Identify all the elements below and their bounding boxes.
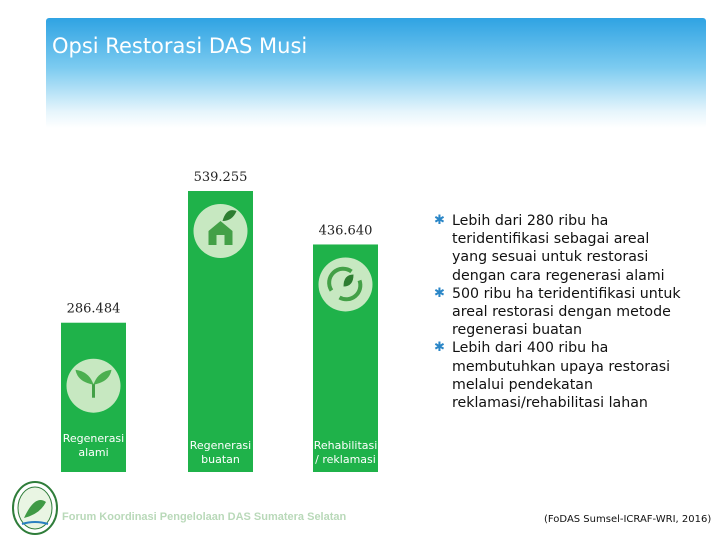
slide-title: Opsi Restorasi DAS Musi [52, 34, 308, 58]
fodas-logo [12, 481, 58, 535]
footer-organization: Forum Koordinasi Pengelolaan DAS Sumater… [62, 511, 347, 523]
category-label: buatan [201, 453, 240, 466]
value-label: 286.484 [67, 302, 121, 317]
bullet-star-icon: ✱ [434, 213, 445, 228]
bullet-text: Lebih dari 280 ribu ha teridentifikasi s… [452, 213, 665, 284]
bullet-text: 500 ribu ha teridentifikasi untuk areal … [452, 285, 681, 339]
category-label: alami [78, 446, 108, 459]
source-citation: (FoDAS Sumsel-ICRAF-WRI, 2016) [544, 514, 712, 525]
bullet-item: ✱ 500 ribu ha teridentifikasi untuk areal… [432, 285, 682, 340]
value-label: 436.640 [319, 223, 373, 238]
bullet-text: Lebih dari 400 ribu ha membutuhkan upaya… [452, 340, 671, 412]
bullet-star-icon: ✱ [434, 285, 445, 301]
category-label: Regenerasi [63, 432, 124, 445]
bullet-list: ✱ Lebih dari 280 ribu ha teridentifikasi … [432, 212, 682, 412]
category-label: Rehabilitasi [314, 439, 378, 452]
category-label: Regenerasi [190, 439, 251, 452]
title-banner [46, 18, 706, 128]
bullet-item: ✱ Lebih dari 280 ribu ha teridentifikasi … [432, 212, 682, 285]
bullet-star-icon: ✱ [434, 340, 445, 356]
bullet-item: ✱ Lebih dari 400 ribu ha membutuhkan upay… [432, 339, 682, 412]
category-label: / reklamasi [315, 453, 376, 466]
value-label: 539.255 [194, 170, 248, 185]
